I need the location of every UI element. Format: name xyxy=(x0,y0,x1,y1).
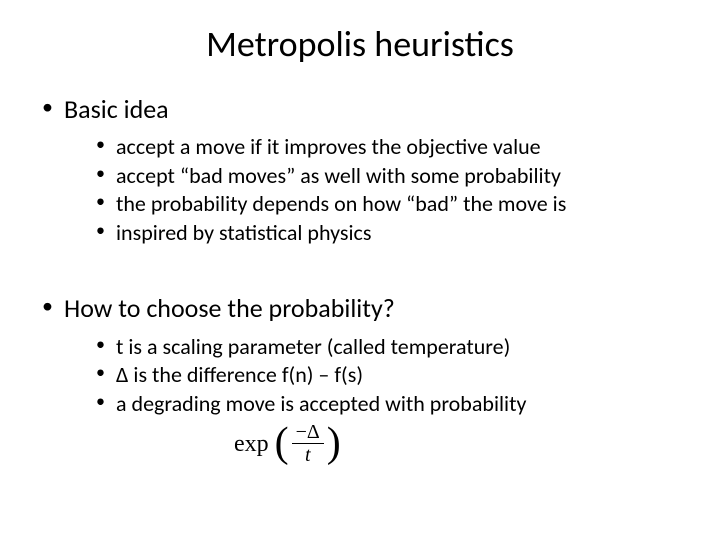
fraction: −Δ t xyxy=(292,422,324,465)
formula-exp: exp ( −Δ t ) xyxy=(64,422,690,465)
paren-left: ( xyxy=(275,425,289,463)
slide-title: Metropolis heuristics xyxy=(0,0,720,74)
list-item: inspired by statistical physics xyxy=(96,219,690,248)
list-item: the probability depends on how “bad” the… xyxy=(96,190,690,219)
list-item: accept a move if it improves the objecti… xyxy=(96,133,690,162)
slide-content: Basic idea accept a move if it improves … xyxy=(0,92,720,465)
fraction-numerator: −Δ xyxy=(292,422,324,444)
paren-right: ) xyxy=(327,425,341,463)
section-choose-probability: How to choose the probability? t is a sc… xyxy=(38,291,690,465)
list-item: accept “bad moves” as well with some pro… xyxy=(96,162,690,191)
sub-bullets-probability: t is a scaling parameter (called tempera… xyxy=(64,333,690,419)
sub-bullets-basic-idea: accept a move if it improves the objecti… xyxy=(64,133,690,247)
list-item: a degrading move is accepted with probab… xyxy=(96,390,690,419)
section-heading: How to choose the probability? xyxy=(64,292,395,324)
slide: Metropolis heuristics Basic idea accept … xyxy=(0,0,720,540)
bullet-list-level1: Basic idea accept a move if it improves … xyxy=(38,92,690,465)
fraction-denominator: t xyxy=(301,444,315,465)
section-basic-idea: Basic idea accept a move if it improves … xyxy=(38,92,690,247)
list-item: t is a scaling parameter (called tempera… xyxy=(96,333,690,362)
section-heading: Basic idea xyxy=(64,93,169,125)
list-item: Δ is the difference f(n) – f(s) xyxy=(96,361,690,390)
formula-exp-label: exp xyxy=(234,428,269,460)
